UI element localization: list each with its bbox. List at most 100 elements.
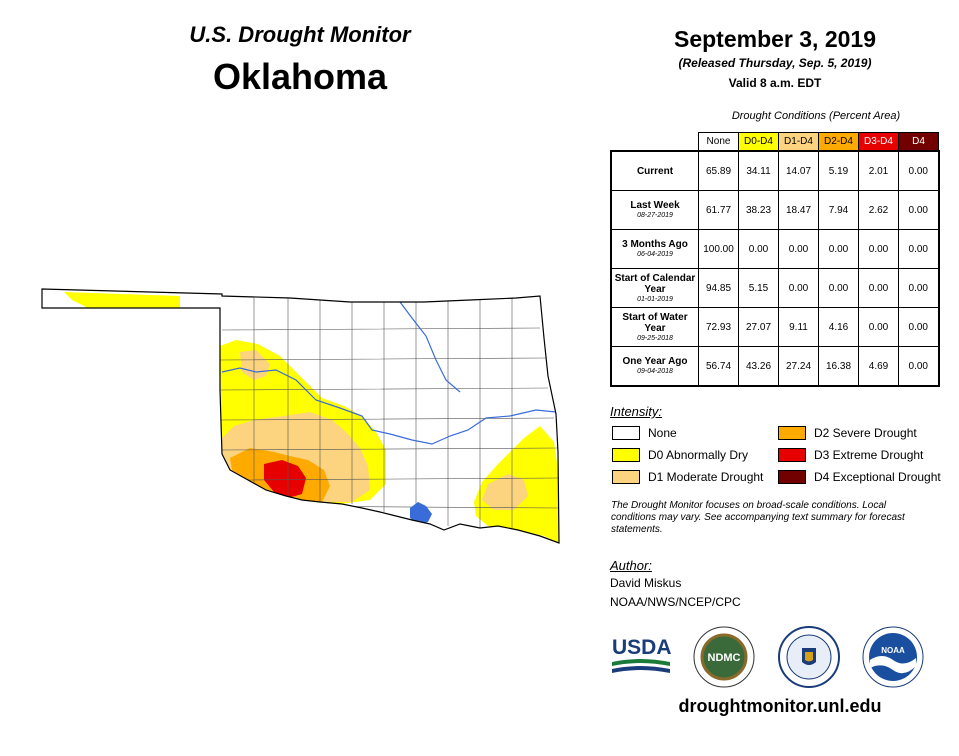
table-cell: 0.00	[858, 307, 899, 347]
table-cell: 94.85	[698, 268, 739, 308]
legend-swatch	[612, 470, 640, 484]
legend-label: None	[648, 426, 677, 440]
row-label-text: Current	[636, 165, 674, 177]
col-header-d2-d4: D2-D4	[818, 132, 859, 152]
table-cell: 0.00	[738, 229, 779, 269]
author-heading: Author:	[610, 558, 652, 573]
row-label-text: One Year Ago	[622, 356, 688, 367]
col-header-d1-d4: D1-D4	[778, 132, 819, 152]
author-name: David Miskus	[610, 576, 682, 590]
table-cell: 0.00	[898, 307, 940, 347]
table-caption: Drought Conditions (Percent Area)	[731, 110, 901, 122]
noaa-logo-text: NOAA	[881, 646, 905, 655]
col-header-d0-d4: D0-D4	[738, 132, 779, 152]
legend-swatch	[778, 448, 806, 462]
table-cell: 0.00	[898, 268, 940, 308]
row-label: Current	[610, 150, 699, 191]
table-cell: 16.38	[818, 346, 859, 387]
valid-time: Valid 8 a.m. EDT	[728, 76, 822, 90]
legend-heading: Intensity:	[610, 404, 663, 419]
table-cell: 0.00	[898, 150, 940, 191]
usda-logo: USDA	[612, 636, 672, 673]
table-cell: 0.00	[898, 346, 940, 387]
map-d1-southeast	[482, 474, 528, 510]
table-cell: 43.26	[738, 346, 779, 387]
legend-label: D1 Moderate Drought	[648, 470, 764, 484]
legend-label: D3 Extreme Drought	[814, 448, 924, 462]
map-d1-northwest	[240, 350, 270, 380]
legend-swatch	[612, 448, 640, 462]
table-cell: 14.07	[778, 150, 819, 191]
table-row: Current 65.89 34.11 14.07 5.19 2.01 0.00	[610, 150, 940, 191]
drought-conditions-table: None D0-D4 D1-D4 D2-D4 D3-D4 D4 Current 6…	[610, 132, 940, 387]
table-cell: 18.47	[778, 190, 819, 230]
legend-label: D4 Exceptional Drought	[814, 470, 941, 484]
table-cell: 72.93	[698, 307, 739, 347]
state-name: Oklahoma	[212, 56, 388, 97]
ndmc-logo: NDMC	[693, 626, 755, 688]
row-label: 3 Months Ago 06-04-2019	[610, 229, 699, 269]
col-header-none: None	[698, 132, 739, 152]
table-row: Start of Water Year 09-25-2018 72.93 27.07 9…	[610, 307, 940, 347]
table-cell: 0.00	[898, 190, 940, 230]
col-header-d3-d4: D3-D4	[858, 132, 899, 152]
table-cell: 0.00	[818, 229, 859, 269]
table-cell: 0.00	[778, 268, 819, 308]
website-url[interactable]: droughtmonitor.unl.edu	[678, 696, 882, 716]
table-cell: 34.11	[738, 150, 779, 191]
table-cell: 2.01	[858, 150, 899, 191]
table-corner	[611, 133, 699, 152]
river-cimarron	[221, 367, 557, 445]
legend-item-d0: D0 Abnormally Dry	[612, 447, 748, 463]
legend-swatch	[778, 426, 806, 440]
row-label: One Year Ago 09-04-2018	[610, 346, 699, 387]
legend-item-d2: D2 Severe Drought	[778, 425, 917, 441]
row-date: 09-25-2018	[637, 334, 673, 342]
table-cell: 56.74	[698, 346, 739, 387]
table-cell: 4.69	[858, 346, 899, 387]
disclaimer-note: The Drought Monitor focuses on broad-sca…	[611, 500, 905, 535]
ndmc-logo-text: NDMC	[708, 652, 741, 664]
legend-label: D2 Severe Drought	[814, 426, 917, 440]
row-date: 09-04-2018	[637, 368, 673, 375]
row-label: Start of Calendar Year 01-01-2019	[610, 268, 699, 308]
map-title: U.S. Drought Monitor	[189, 22, 411, 47]
table-cell: 0.00	[898, 229, 940, 269]
commerce-seal-logo	[778, 626, 840, 688]
table-cell: 0.00	[778, 229, 819, 269]
table-cell: 65.89	[698, 150, 739, 191]
table-cell: 27.24	[778, 346, 819, 387]
table-cell: 9.11	[778, 307, 819, 347]
table-cell: 0.00	[818, 268, 859, 308]
map-d3-southwest	[264, 460, 306, 498]
noaa-logo: NOAA	[862, 626, 924, 688]
release-date: (Released Thursday, Sep. 5, 2019)	[678, 56, 872, 70]
row-label-text: 3 Months Ago	[622, 239, 688, 250]
table-cell: 5.19	[818, 150, 859, 191]
legend-swatch	[778, 470, 806, 484]
legend-label: D0 Abnormally Dry	[648, 448, 749, 462]
map-date: September 3, 2019	[673, 26, 876, 52]
table-cell: 7.94	[818, 190, 859, 230]
table-cell: 27.07	[738, 307, 779, 347]
table-row: 3 Months Ago 06-04-2019 100.00 0.00 0.00 0.00…	[610, 229, 940, 269]
row-label: Last Week 08-27-2019	[610, 190, 699, 230]
table-cell: 61.77	[698, 190, 739, 230]
state-outline	[41, 288, 560, 544]
row-label: Start of Water Year 09-25-2018	[610, 307, 699, 347]
legend-item-d4: D4 Exceptional Drought	[778, 469, 941, 485]
row-date: 08-27-2019	[637, 212, 673, 219]
legend-item-none: None	[612, 425, 677, 441]
row-date: 06-04-2019	[637, 251, 673, 258]
legend-item-d3: D3 Extreme Drought	[778, 447, 923, 463]
author-org: NOAA/NWS/NCEP/CPC	[610, 595, 741, 609]
usda-logo-text: USDA	[612, 636, 672, 659]
col-header-d4: D4	[898, 132, 939, 152]
legend-swatch	[612, 426, 640, 440]
table-row: Last Week 08-27-2019 61.77 38.23 18.47 7.94 2.…	[610, 190, 940, 230]
table-cell: 2.62	[858, 190, 899, 230]
row-label-text: Start of Water Year	[622, 311, 688, 334]
oklahoma-drought-map	[41, 288, 560, 544]
table-cell: 38.23	[738, 190, 779, 230]
table-cell: 100.00	[698, 229, 739, 269]
